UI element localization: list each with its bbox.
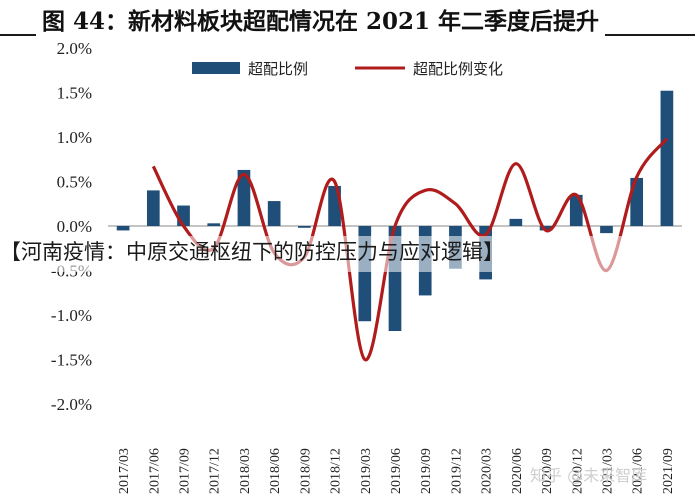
bar: [509, 218, 523, 226]
figure-title-bar: 图 44：新材料板块超配情况在 2021 年二季度后提升: [0, 0, 695, 40]
figure-title: 图 44：新材料板块超配情况在 2021 年二季度后提升: [36, 2, 606, 36]
x-tick-label: 2019/06: [389, 448, 404, 494]
y-tick-label: 0.5%: [57, 173, 92, 192]
y-tick-label: 2.0%: [57, 39, 92, 58]
x-tick-label: 2018/12: [329, 448, 344, 494]
bar: [207, 223, 221, 226]
x-tick-label: 2019/03: [359, 448, 374, 494]
y-tick-label: 1.5%: [57, 84, 92, 103]
x-tick-label: 2017/09: [178, 448, 193, 494]
x-tick-label: 2017/12: [208, 448, 223, 494]
overlay-caption: 【河南疫情：中原交通枢纽下的防控压力与应对逻辑】: [0, 236, 695, 272]
bar: [116, 226, 130, 231]
legend-label-bar: 超配比例: [248, 60, 308, 78]
bar: [298, 226, 311, 228]
y-tick-label: -1.5%: [51, 351, 92, 370]
y-tick-label: 0.0%: [57, 217, 92, 236]
legend: 超配比例 超配比例变化: [192, 60, 503, 78]
x-tick-label: 2017/03: [117, 448, 132, 494]
x-tick-label: 2018/09: [298, 448, 313, 494]
x-tick-label: 2020/03: [480, 448, 495, 494]
x-tick-label: 2020/12: [570, 448, 585, 494]
y-tick-label: 1.0%: [57, 128, 92, 147]
x-tick-label: 2019/09: [419, 448, 434, 494]
y-tick-label: -1.0%: [51, 306, 92, 325]
bar: [177, 205, 190, 226]
y-tick-label: -2.0%: [51, 395, 92, 414]
bar: [146, 190, 160, 226]
bar: [600, 226, 613, 234]
y-axis: 2.0%1.5%1.0%0.5%0.0%-0.5%-1.0%-1.5%-2.0%: [51, 39, 92, 414]
x-tick-label: 2021/06: [631, 448, 646, 494]
x-axis: 2017/03 2017/06 2017/09 2017/12 2018/03 2018/…: [108, 225, 682, 494]
x-tick-label: 2018/06: [268, 448, 283, 494]
x-tick-label: 2021/09: [661, 448, 676, 494]
x-tick-label: 2017/06: [147, 448, 162, 494]
watermark: 知乎 @未来智库: [530, 466, 648, 485]
bar: [539, 226, 553, 231]
bar: [267, 201, 281, 226]
legend-bar-swatch: [192, 62, 240, 74]
bar-series: [116, 90, 674, 332]
x-tick-label: 2020/06: [510, 448, 525, 494]
x-tick-label: 2018/03: [238, 448, 253, 494]
x-tick-label: 2021/03: [600, 448, 615, 494]
bar: [660, 90, 674, 226]
legend-label-line: 超配比例变化: [413, 60, 503, 78]
x-tick-label: 2020/09: [540, 448, 555, 494]
bar: [237, 169, 251, 226]
x-tick-label: 2019/12: [449, 448, 464, 494]
